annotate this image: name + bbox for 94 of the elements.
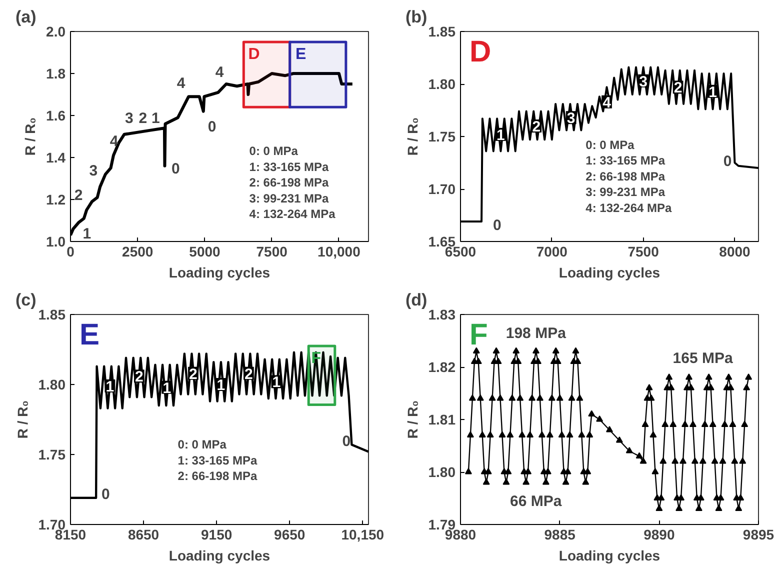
annotation: 0 bbox=[172, 160, 180, 178]
y-axis-title: R / R₀ bbox=[404, 117, 420, 156]
y-tick-label: 1.85 bbox=[38, 306, 66, 322]
band-label: E bbox=[295, 46, 306, 64]
x-tick-label: 8000 bbox=[719, 244, 751, 260]
chart-title: (c) bbox=[16, 290, 36, 310]
annotation: 1: 33-165 MPa bbox=[586, 154, 666, 168]
annotation: 1 bbox=[708, 84, 717, 101]
annotation: 66 MPa bbox=[510, 492, 562, 510]
y-tick-label: 1.0 bbox=[46, 234, 66, 250]
x-tick-label: 9895 bbox=[742, 526, 774, 542]
annotation: 3: 99-231 MPa bbox=[586, 185, 666, 200]
x-tick-label: 7500 bbox=[256, 244, 288, 260]
x-tick-label: 5000 bbox=[189, 244, 221, 260]
x-tick-label: 2500 bbox=[122, 244, 154, 260]
annotation: 2 bbox=[134, 368, 144, 386]
annotation: 2 bbox=[674, 80, 682, 97]
annotation: 1 bbox=[152, 110, 160, 128]
y-tick-label: 1.8 bbox=[46, 66, 66, 82]
annotation: 0: 0 MPa bbox=[249, 144, 298, 158]
y-tick-label: 1.81 bbox=[428, 412, 456, 428]
x-axis-title: Loading cycles bbox=[168, 264, 270, 280]
x-tick-label: 10,000 bbox=[318, 244, 361, 260]
x-tick-label: 9885 bbox=[544, 526, 576, 542]
annotation: 4: 132-264 MPa bbox=[586, 200, 672, 215]
annotation: 2 bbox=[532, 118, 541, 136]
annotation: 0: 0 MPa bbox=[586, 138, 635, 152]
annotation: 2 bbox=[138, 110, 148, 128]
y-tick-label: 1.82 bbox=[428, 359, 456, 375]
x-tick-label: 9150 bbox=[201, 526, 232, 542]
x-axis-title: Loading cycles bbox=[558, 264, 660, 280]
annotation: 4 bbox=[215, 64, 224, 81]
annotation: 3 bbox=[125, 110, 134, 128]
annotation: 4 bbox=[110, 133, 119, 150]
annotation: 4 bbox=[176, 75, 186, 92]
y-tick-label: 1.6 bbox=[46, 108, 66, 124]
x-tick-label: 8650 bbox=[128, 526, 160, 542]
annotation: 1 bbox=[216, 377, 226, 394]
chart-title: (d) bbox=[406, 290, 428, 310]
annotation: 1 bbox=[272, 374, 281, 392]
y-axis-title: R / R₀ bbox=[404, 400, 420, 439]
y-tick-label: 1.2 bbox=[46, 192, 66, 208]
band-label: D bbox=[248, 46, 260, 64]
annotation: 1 bbox=[496, 126, 505, 144]
x-tick-label: 9650 bbox=[274, 526, 306, 542]
x-tick-label: 9890 bbox=[644, 526, 675, 542]
x-axis-title: Loading cycles bbox=[168, 548, 270, 564]
y-axis-title: R / R₀ bbox=[22, 117, 38, 156]
annotation: 0 bbox=[101, 486, 110, 504]
annotation: 2 bbox=[189, 366, 198, 383]
x-axis-title: Loading cycles bbox=[558, 548, 660, 564]
x-tick-label: 10,150 bbox=[341, 526, 384, 542]
annotation: 1 bbox=[162, 380, 172, 397]
annotation: 4 bbox=[602, 94, 612, 112]
y-tick-label: 1.83 bbox=[428, 306, 456, 322]
y-tick-label: 2.0 bbox=[46, 24, 66, 40]
annotation: 0 bbox=[492, 217, 502, 234]
x-tick-label: 0 bbox=[66, 244, 75, 260]
annotation: 1 bbox=[82, 226, 92, 243]
annotation: 1: 33-165 MPa bbox=[249, 160, 330, 174]
annotation: 1: 33-165 MPa bbox=[178, 453, 258, 468]
y-axis-title: R / R₀ bbox=[14, 400, 30, 439]
annotation: 0 bbox=[208, 118, 216, 136]
y-tick-label: 1.80 bbox=[428, 76, 456, 92]
annotation: 4: 132-264 MPa bbox=[249, 207, 336, 222]
y-tick-label: 1.75 bbox=[428, 128, 456, 144]
annotation: 2 bbox=[74, 186, 83, 204]
annotation: 2: 66-198 MPa bbox=[249, 176, 330, 190]
y-tick-label: 1.75 bbox=[38, 446, 66, 462]
chart-subtitle: F bbox=[469, 318, 488, 352]
annotation: 3 bbox=[566, 110, 576, 128]
annotation: 3 bbox=[639, 73, 648, 90]
chart-subtitle: D bbox=[469, 36, 492, 69]
y-tick-label: 1.4 bbox=[46, 150, 66, 166]
y-tick-label: 1.80 bbox=[38, 376, 66, 392]
annotation: 2: 66-198 MPa bbox=[178, 469, 258, 484]
y-tick-label: 1.70 bbox=[428, 181, 456, 197]
y-tick-label: 1.85 bbox=[428, 24, 456, 40]
annotation: 1 bbox=[106, 378, 114, 396]
annotation: 0 bbox=[342, 433, 351, 450]
y-tick-label: 1.80 bbox=[428, 464, 456, 480]
chart-title: (b) bbox=[406, 8, 428, 26]
annotation: 2 bbox=[244, 366, 253, 383]
annotation: 3 bbox=[89, 162, 98, 180]
annotation: 3: 99-231 MPa bbox=[249, 191, 330, 206]
annotation: 165 MPa bbox=[672, 350, 734, 368]
x-tick-label: 7000 bbox=[536, 244, 568, 260]
annotation: 198 MPa bbox=[506, 324, 567, 342]
annotation: 0: 0 MPa bbox=[178, 438, 227, 452]
annotation: 0 bbox=[723, 153, 732, 170]
annotation: 2: 66-198 MPa bbox=[586, 169, 666, 184]
chart-title: (a) bbox=[16, 8, 36, 26]
chart-subtitle: E bbox=[79, 318, 100, 352]
x-tick-label: 7500 bbox=[628, 244, 660, 260]
